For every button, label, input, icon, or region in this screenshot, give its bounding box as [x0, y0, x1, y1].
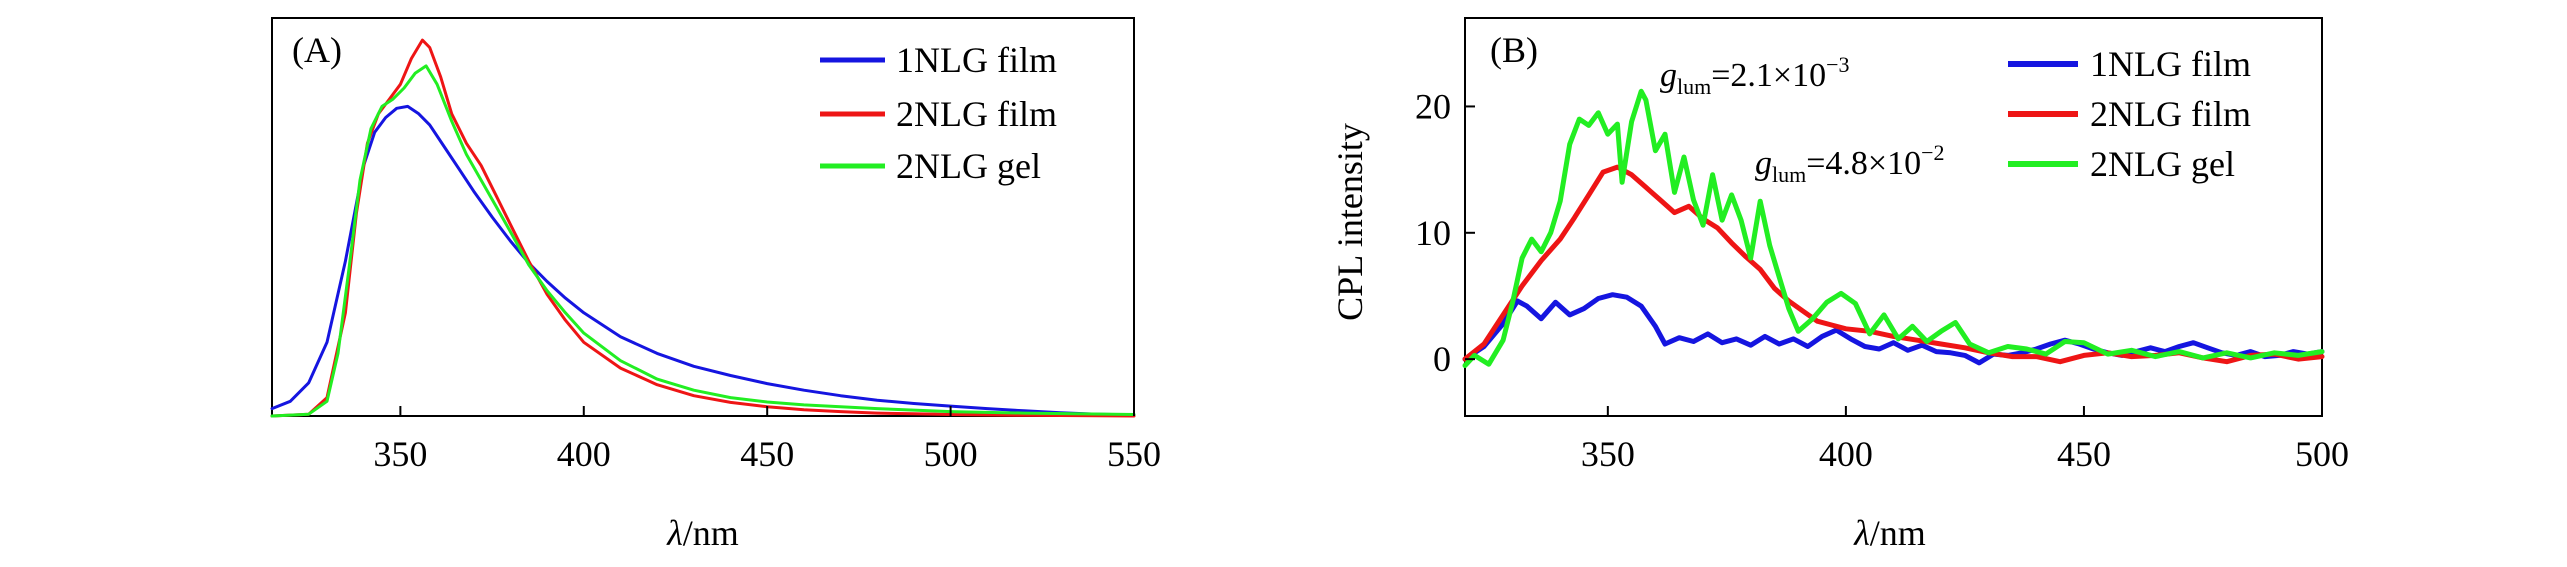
panel-a-x-tick-label-550: 550: [1107, 434, 1161, 474]
panel-b-x-tick-label-450: 450: [2057, 434, 2111, 474]
panel-b-y-axis-label: CPL intensity: [1330, 123, 1370, 321]
panel-a-chart: 350 400 450 500 550 (A) λ/nm 1NLG film 2NLG …: [270, 17, 1161, 553]
panel-b-x-axis-label: λ/nm: [1853, 513, 1926, 553]
panel-a-series-2nlg-film: [270, 38, 1136, 418]
panel-b-y-tick-label-0: 0: [1433, 339, 1451, 379]
panel-b-x-tick-label-400: 400: [1819, 434, 1873, 474]
panel-b-y-ticks: 0 10 20: [1415, 86, 1475, 379]
panel-b-series-2nlg-gel: [1462, 88, 2325, 368]
panel-b-plot-frame: [1464, 17, 2323, 417]
panel-a-label: (A): [292, 30, 342, 70]
panel-b-x-tick-label-350: 350: [1581, 434, 1635, 474]
panel-b-glum-annotation-2: glum=4.8×10−2: [1755, 140, 1945, 187]
panel-a-x-tick-label-500: 500: [924, 434, 978, 474]
panel-a-legend-label-2nlg-film: 2NLG film: [896, 94, 1057, 134]
panel-b-x-ticks: 350 400 450 500: [1581, 406, 2349, 474]
panel-a-x-ticks: 350 400 450 500 550: [373, 406, 1161, 474]
panel-b-series-1nlg-film: [1462, 292, 2325, 366]
panel-b-y-tick-label-10: 10: [1415, 213, 1451, 253]
panel-a-series-1nlg-film: [270, 104, 1136, 417]
panel-b-legend-label-1nlg-film: 1NLG film: [2090, 44, 2251, 84]
panel-b-x-tick-label-500: 500: [2295, 434, 2349, 474]
panel-a-series-2nlg-gel: [270, 64, 1136, 418]
panel-b-series-group: [1462, 88, 2325, 368]
panel-a-x-tick-label-400: 400: [557, 434, 611, 474]
panel-b-chart: 350 400 450 500 0 10 20 (B) λ/nm CPL intensit…: [1330, 17, 2349, 553]
panel-a-x-axis-label: λ/nm: [666, 513, 739, 553]
panel-b-legend: 1NLG film 2NLG film 2NLG gel: [2008, 44, 2251, 184]
panel-a-x-tick-label-350: 350: [373, 434, 427, 474]
panel-a-series-group: [270, 38, 1136, 418]
panel-a-legend-label-1nlg-film: 1NLG film: [896, 40, 1057, 80]
panel-a-legend: 1NLG film 2NLG film 2NLG gel: [820, 40, 1057, 186]
panel-a-legend-label-2nlg-gel: 2NLG gel: [896, 146, 1041, 186]
panel-b-legend-label-2nlg-film: 2NLG film: [2090, 94, 2251, 134]
panel-b-glum-annotation-1: glum=2.1×10−3: [1660, 52, 1850, 99]
panel-a-x-tick-label-450: 450: [740, 434, 794, 474]
panel-a-plot-frame: [271, 17, 1135, 417]
panel-b-label: (B): [1490, 30, 1538, 70]
panel-b-legend-label-2nlg-gel: 2NLG gel: [2090, 144, 2235, 184]
panel-b-y-tick-label-20: 20: [1415, 86, 1451, 126]
